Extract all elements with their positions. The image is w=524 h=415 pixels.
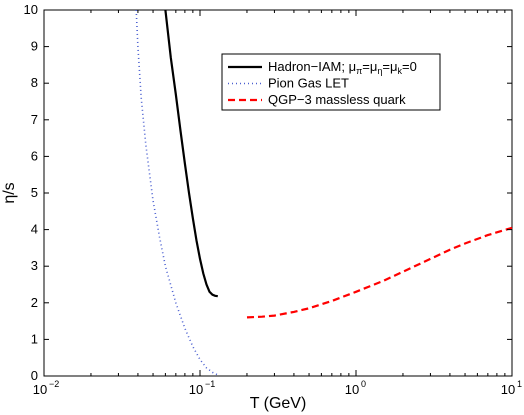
x-tick-label: 10 [189,382,203,397]
y-tick-label: 10 [24,2,38,17]
x-tick-exponent: 0 [361,379,366,389]
series-layer [135,9,513,376]
x-tick-label: 10 [501,382,515,397]
series-line-0 [164,9,218,298]
x-tick-exponent: −1 [205,379,215,389]
y-tick-label: 1 [31,331,38,346]
y-tick-label: 9 [31,39,38,54]
x-axis-label: T (GeV) [250,395,307,412]
legend-label-0: Hadron−IAM; μπ=μη=μk=0 [268,59,417,76]
y-tick-label: 3 [31,258,38,273]
x-tick-exponent: 1 [517,379,522,389]
y-tick-label: 8 [31,75,38,90]
legend-box [221,53,441,111]
legend-label-2: QGP−3 massless quark [268,92,406,107]
y-tick-label: 5 [31,185,38,200]
x-tick-exponent: −2 [49,379,59,389]
x-tick-label: 10 [33,382,47,397]
x-tick-label: 10 [345,382,359,397]
y-tick-label: 6 [31,148,38,163]
series-line-2 [246,226,513,319]
y-axis-label: η/s [1,182,18,203]
legend-label-1: Pion Gas LET [268,76,349,91]
y-tick-label: 0 [31,368,38,383]
y-tick-label: 2 [31,295,38,310]
y-tick-label: 7 [31,112,38,127]
y-tick-label: 4 [31,222,38,237]
